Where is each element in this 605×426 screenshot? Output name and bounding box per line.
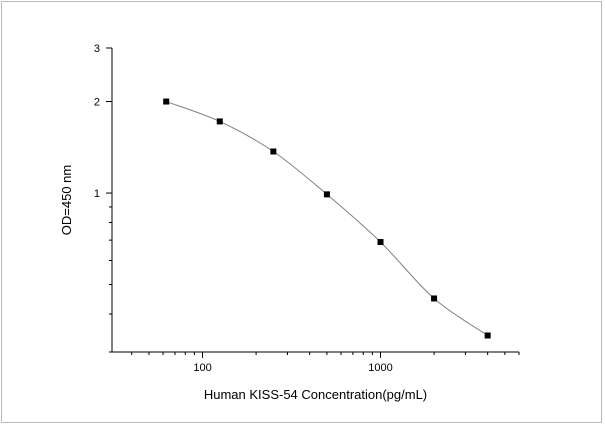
y-axis-title: OD=450 nm xyxy=(59,165,74,235)
data-point-marker xyxy=(270,148,277,155)
data-point-marker xyxy=(163,98,170,105)
x-tick-label: 100 xyxy=(193,362,211,374)
x-axis-title: Human KISS-54 Concentration(pg/mL) xyxy=(204,387,427,402)
series-group xyxy=(163,98,491,339)
x-tick-label: 1000 xyxy=(368,362,392,374)
data-point-marker xyxy=(431,295,438,302)
data-point-marker xyxy=(216,118,223,125)
ticks-group: 100 1000 1 2 3 xyxy=(94,43,520,374)
y-tick-label: 3 xyxy=(94,43,100,55)
y-tick-label: 2 xyxy=(94,97,100,109)
data-point-marker xyxy=(377,239,384,246)
y-tick-label: 1 xyxy=(94,188,100,200)
series-line xyxy=(166,101,488,336)
axes-group xyxy=(111,48,519,353)
data-point-marker xyxy=(323,191,330,198)
data-point-marker xyxy=(484,332,491,339)
